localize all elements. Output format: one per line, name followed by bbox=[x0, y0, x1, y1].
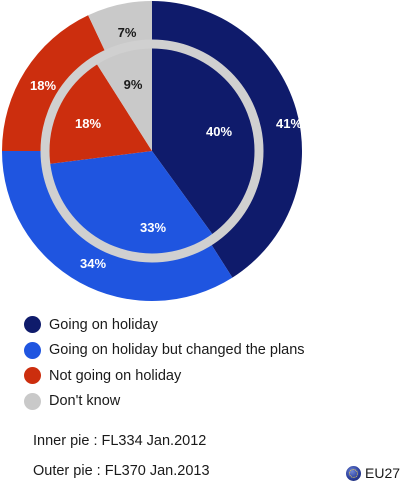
legend-item-changed-plans: Going on holiday but changed the plans bbox=[16, 338, 396, 364]
inner-slice-dont-know bbox=[94, 44, 152, 151]
legend-label-not-going: Not going on holiday bbox=[49, 367, 182, 384]
outer-slice-going-on-holiday bbox=[152, 1, 303, 278]
inner-data-label-not-going: 18% bbox=[75, 116, 101, 131]
inner-data-label-going-on-holiday: 40% bbox=[206, 124, 232, 139]
legend-label-changed-plans: Going on holiday but changed the plans bbox=[49, 342, 305, 359]
outer-data-label-dont-know: 7% bbox=[118, 25, 137, 40]
legend-item-going-on-holiday: Going on holiday bbox=[16, 312, 396, 338]
separator-ring bbox=[40, 39, 264, 263]
eu27-badge: EU27 bbox=[346, 465, 400, 481]
inner-slice-going-on-holiday bbox=[152, 44, 259, 238]
legend: Going on holiday Going on holiday but ch… bbox=[16, 312, 396, 414]
legend-swatch-going-on-holiday bbox=[24, 316, 41, 334]
legend-label-dont-know: Don't know bbox=[49, 393, 121, 410]
inner-data-label-changed-plans: 33% bbox=[140, 220, 166, 235]
outer-data-label-going-on-holiday: 41% bbox=[276, 116, 302, 131]
source-inner-pie: Inner pie : FL334 Jan.2012 bbox=[33, 433, 207, 449]
source-outer-pie: Outer pie : FL370 Jan.2013 bbox=[33, 463, 210, 479]
outer-data-label-not-going: 18% bbox=[30, 78, 56, 93]
legend-swatch-dont-know bbox=[24, 392, 41, 410]
pie-chart: 41% 34% 18% 7% 40% 33% 18% 9% bbox=[2, 1, 303, 302]
outer-slice-changed-plans bbox=[2, 151, 233, 302]
eu27-label: EU27 bbox=[365, 465, 401, 481]
outer-data-label-changed-plans: 34% bbox=[80, 256, 106, 271]
outer-slice-not-going bbox=[2, 15, 107, 152]
legend-item-dont-know: Don't know bbox=[16, 389, 396, 415]
eu-flag-icon bbox=[346, 465, 361, 481]
legend-swatch-not-going bbox=[24, 367, 41, 385]
inner-data-label-dont-know: 9% bbox=[124, 77, 143, 92]
legend-swatch-changed-plans bbox=[24, 341, 41, 359]
legend-label-going-on-holiday: Going on holiday bbox=[49, 316, 158, 333]
legend-item-not-going: Not going on holiday bbox=[16, 363, 396, 389]
